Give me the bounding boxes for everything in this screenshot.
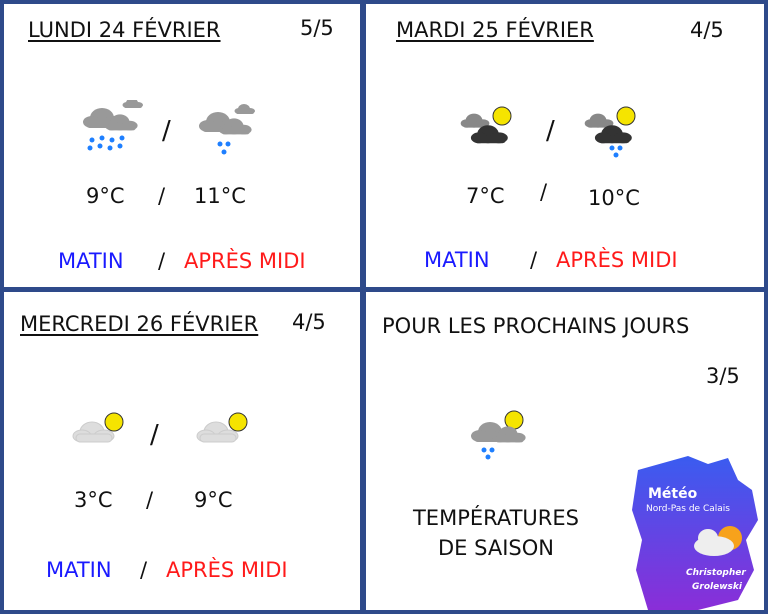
afternoon-label: APRÈS MIDI <box>556 248 678 272</box>
outlook-rating: 3/5 <box>706 364 740 388</box>
outlook-text-line2: DE SAISON <box>438 536 554 560</box>
rain-light-icon <box>199 104 255 155</box>
logo-title: Météo <box>648 486 698 502</box>
separator: / <box>140 558 148 582</box>
morning-label: MATIN <box>58 249 124 273</box>
day-title: LUNDI 24 FÉVRIER <box>28 18 221 42</box>
sun-cloud-icon <box>196 412 248 443</box>
separator: / <box>530 248 538 272</box>
logo-author: Christopher <box>686 568 746 578</box>
day-rating: 4/5 <box>292 310 326 334</box>
morning-label: MATIN <box>46 558 112 582</box>
sun-cloud-icon <box>72 412 124 443</box>
day-title: MARDI 25 FÉVRIER <box>396 18 594 42</box>
morning-label: MATIN <box>424 248 490 272</box>
day-panel-wednesday: MERCREDI 26 FÉVRIER 4/5 / 3°C / 9°C MATI… <box>4 292 360 610</box>
rain-heavy-icon <box>83 100 143 151</box>
outlook-panel: POUR LES PROCHAINS JOURS 3/5 TEMPÉRATURE… <box>366 292 764 610</box>
day-panel-tuesday: MARDI 25 FÉVRIER 4/5 / 7°C / 10°C MATIN … <box>366 4 764 287</box>
separator: / <box>158 249 166 273</box>
day-rating: 4/5 <box>690 18 724 42</box>
morning-temp: 7°C <box>466 184 505 208</box>
separator: / <box>158 184 166 208</box>
separator: / <box>150 420 159 450</box>
logo-subtitle: Nord-Pas de Calais <box>646 504 730 514</box>
sun-cloud-rain-icon <box>471 410 526 460</box>
sun-clouds-rain-icon <box>584 106 636 158</box>
outlook-title: POUR LES PROCHAINS JOURS <box>382 314 690 338</box>
afternoon-temp: 11°C <box>194 184 246 208</box>
day-title: MERCREDI 26 FÉVRIER <box>20 312 259 336</box>
outlook-text-line1: TEMPÉRATURES <box>412 506 579 530</box>
separator: / <box>540 180 548 204</box>
logo-author: Grolewski <box>692 582 742 592</box>
separator: / <box>162 116 171 146</box>
separator: / <box>546 116 555 146</box>
morning-temp: 3°C <box>74 488 113 512</box>
day-panel-monday: LUNDI 24 FÉVRIER 5/5 / 9°C / 11°C MATIN … <box>4 4 360 287</box>
afternoon-temp: 9°C <box>194 488 233 512</box>
meteo-logo: Météo Nord-Pas de Calais Christopher Gro… <box>628 450 764 610</box>
afternoon-label: APRÈS MIDI <box>184 249 306 273</box>
afternoon-label: APRÈS MIDI <box>166 558 288 582</box>
sun-dark-clouds-icon <box>460 106 512 144</box>
separator: / <box>146 488 154 512</box>
day-rating: 5/5 <box>300 16 334 40</box>
afternoon-temp: 10°C <box>588 186 640 210</box>
morning-temp: 9°C <box>86 184 125 208</box>
